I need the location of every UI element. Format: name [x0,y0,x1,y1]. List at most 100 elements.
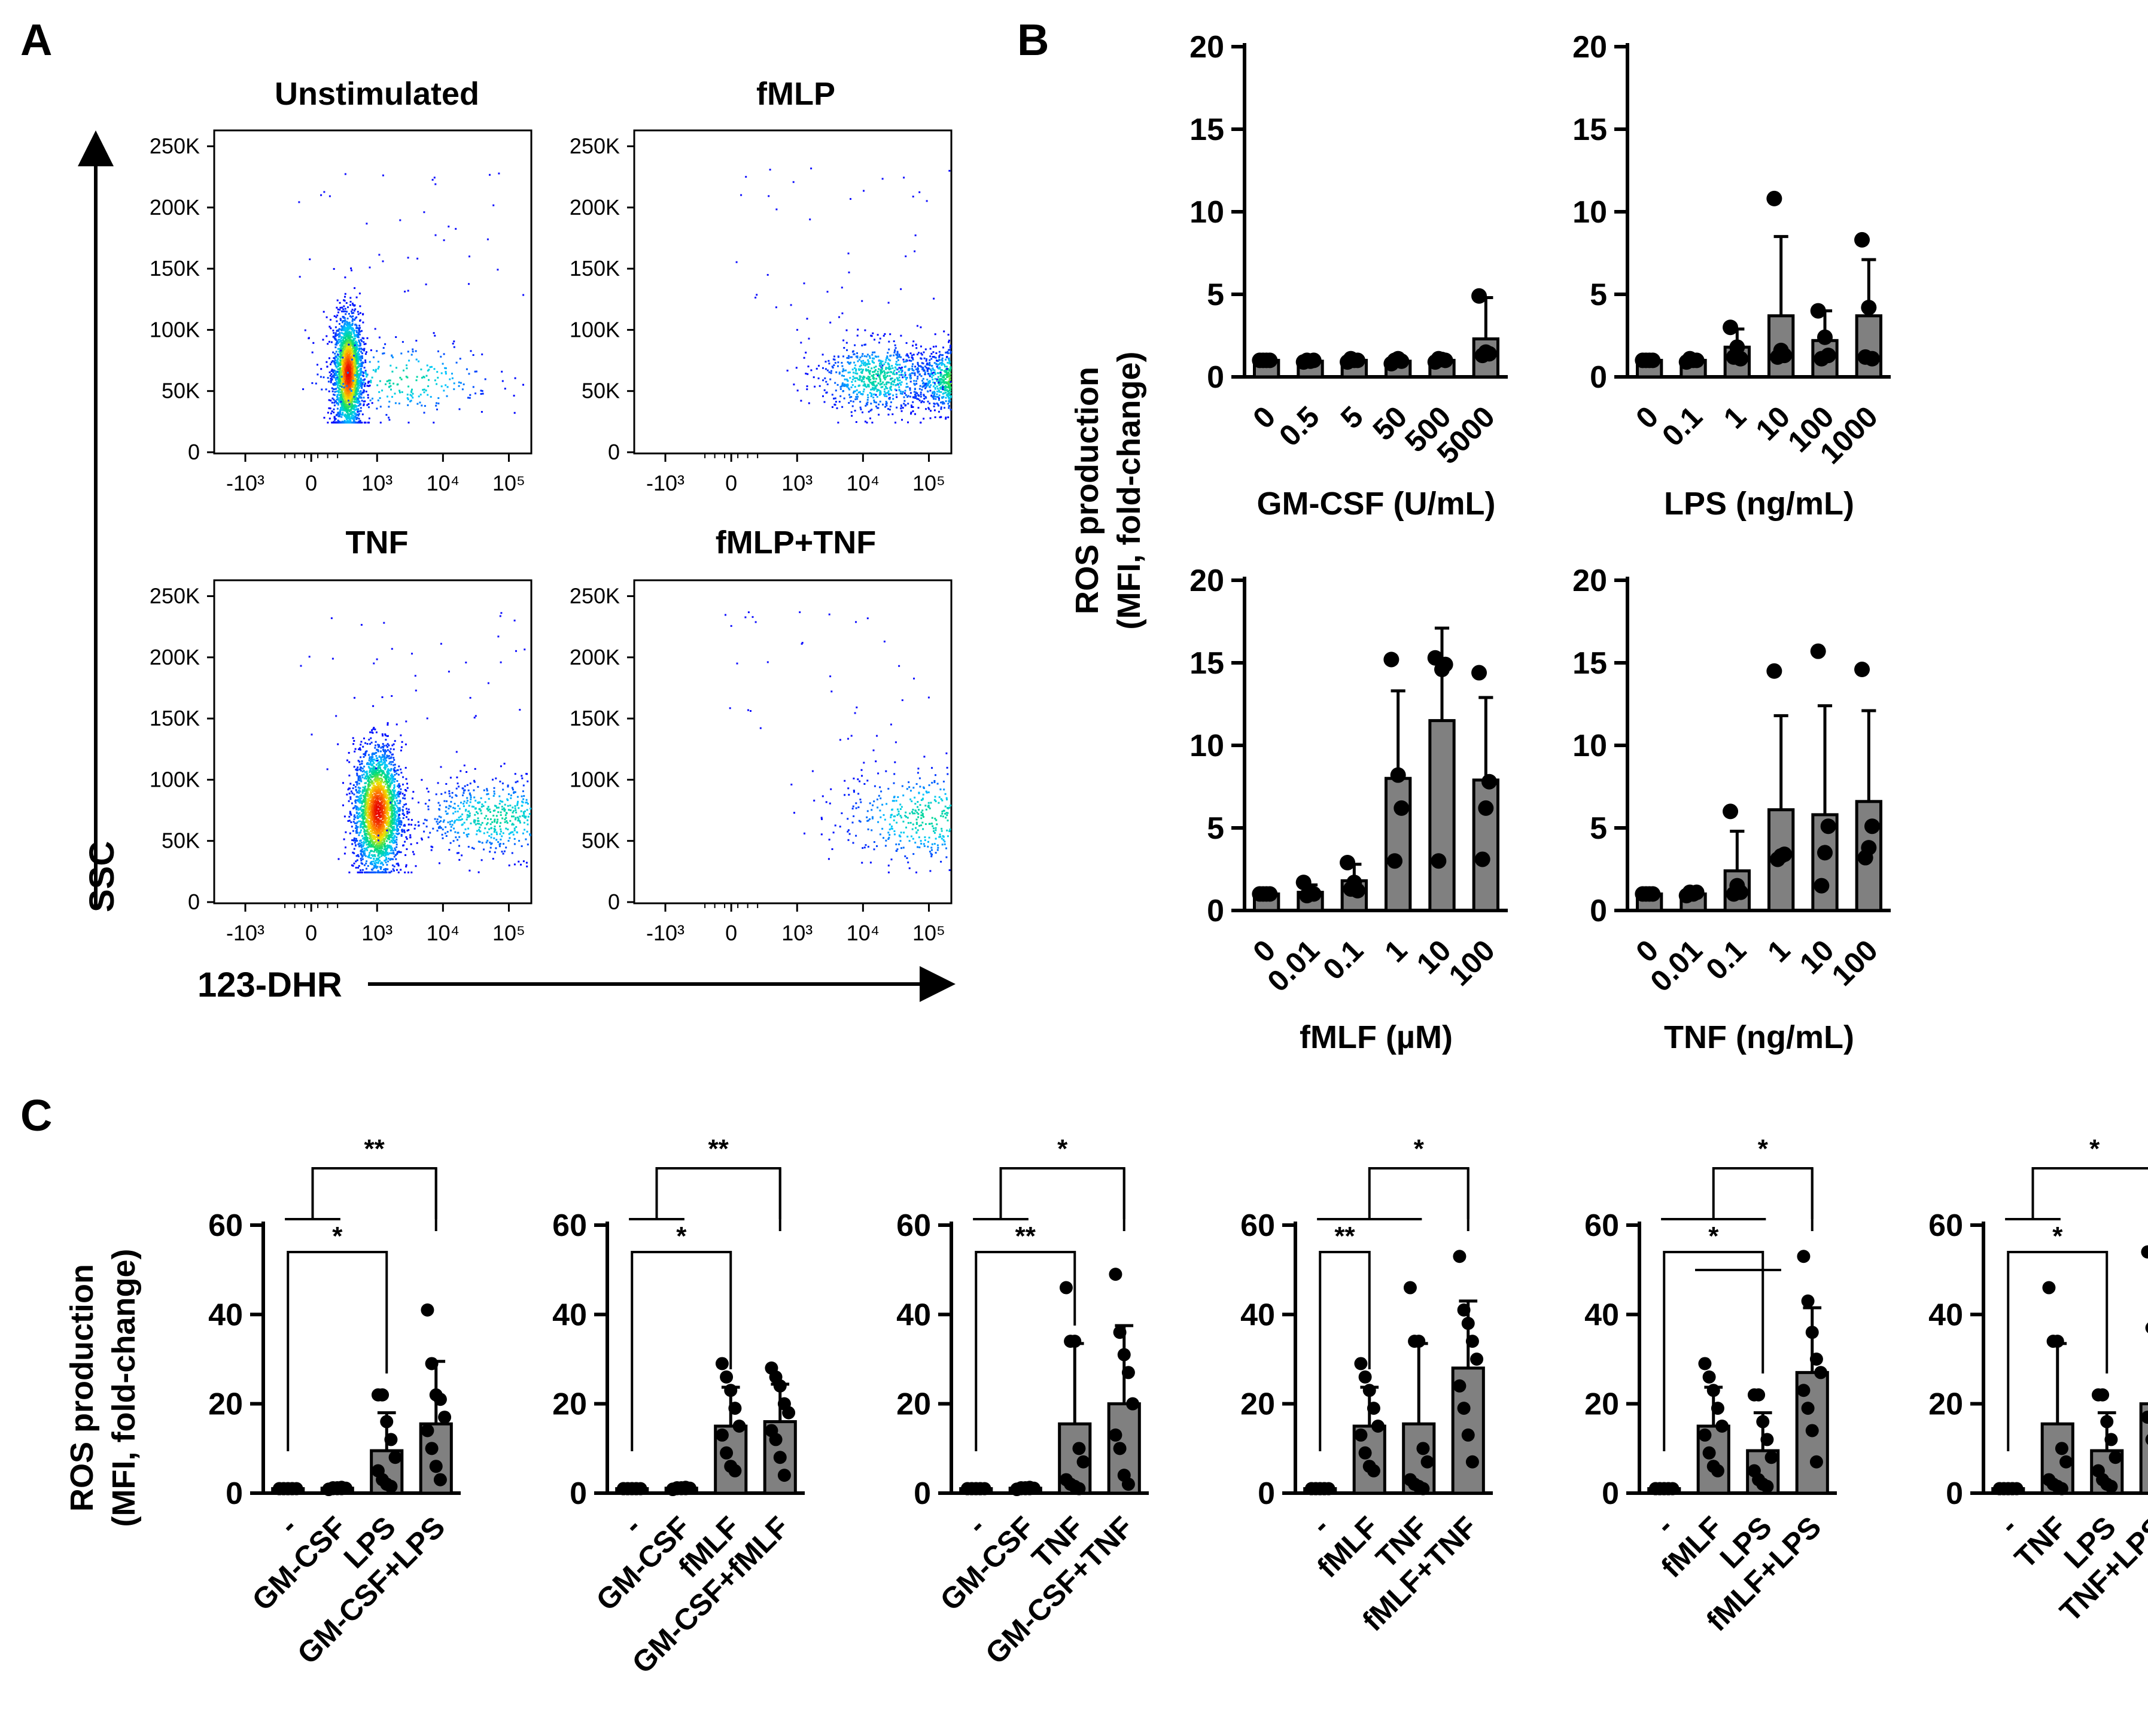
flow-event [358,345,360,347]
flow-event [358,385,361,387]
flow-x-tick-label: 10⁵ [492,471,525,495]
flow-event [340,379,343,381]
flow-event [363,341,365,343]
flow-event [430,395,432,398]
flow-y-tick-label: 250K [150,584,200,608]
flow-event [929,359,931,361]
flow-event [349,367,352,370]
flow-event [885,367,887,369]
flow-event [382,821,385,824]
flow-event [934,371,936,374]
flow-event [342,388,344,390]
flow-event [870,395,872,397]
flow-event [410,400,412,402]
flow-event [886,372,889,374]
flow-event [846,349,848,351]
flow-event [393,820,395,823]
flow-event [346,394,349,397]
flow-event [334,418,337,420]
flow-event [355,830,357,832]
flow-event [363,381,365,383]
flow-event [914,388,916,390]
flow-event [394,847,396,849]
flow-event [823,389,826,391]
flow-event [892,413,894,415]
flow-event [364,400,366,403]
flow-event [358,815,360,818]
flow-event [886,395,888,397]
flow-event [340,395,342,398]
flow-event [944,378,947,380]
flow-event [359,342,361,345]
flow-event [342,383,345,385]
flow-event [355,331,358,333]
flow-event [938,367,941,370]
flow-event [362,371,364,373]
flow-event [346,410,349,412]
flow-event [735,261,738,263]
flow-event [908,374,911,376]
flow-event [927,380,930,383]
flow-event [872,357,874,360]
flow-event [884,371,886,374]
flow-event [355,370,358,373]
flow-event [871,392,873,395]
flow-event [865,355,868,358]
flow-event [360,756,362,759]
flow-event [405,866,407,868]
flow-event [881,363,883,366]
flow-event [354,308,357,310]
flow-event [339,353,342,355]
flow-event [357,336,358,338]
flow-event [384,812,386,814]
flow-event [893,340,895,342]
flow-event [410,395,413,397]
flow-event [336,334,339,336]
flow-event [367,382,369,384]
flow-event [340,342,342,345]
flow-event [824,377,826,379]
flow-event [867,359,869,361]
flow-event [350,366,352,368]
flow-event [806,318,808,320]
flow-event [381,389,384,392]
flow-event [480,393,482,395]
flow-event [358,410,360,413]
flow-event [343,329,345,331]
flow-event [340,325,343,327]
flow-event [331,421,333,424]
flow-event [862,384,865,386]
flow-event [482,392,484,395]
flow-event [933,392,936,394]
flow-event [342,412,344,414]
flow-event [368,738,370,741]
flow-event [938,357,941,359]
flow-event [364,370,367,372]
flow-event [358,331,360,333]
flow-event [357,355,359,357]
flow-event [942,346,944,349]
flow-event [339,352,342,354]
flow-event [333,408,335,410]
flow-event [412,348,414,351]
flow-event [400,768,402,770]
flow-event [948,339,950,342]
flow-event [360,381,362,383]
flow-event [872,377,874,379]
flow-event [853,377,856,379]
flow-event [920,352,923,355]
flow-event [377,857,379,860]
flow-event [443,239,445,242]
flow-event [340,349,342,352]
flow-event [378,795,380,797]
flow-event [368,823,370,825]
flow-event [339,306,342,309]
flow-event [340,398,342,401]
flow-event [864,385,866,387]
flow-event [932,396,934,398]
flow-event [311,351,314,354]
flow-event [325,361,328,363]
flow-event [453,340,455,343]
flow-event [842,339,845,342]
flow-event [872,371,874,373]
